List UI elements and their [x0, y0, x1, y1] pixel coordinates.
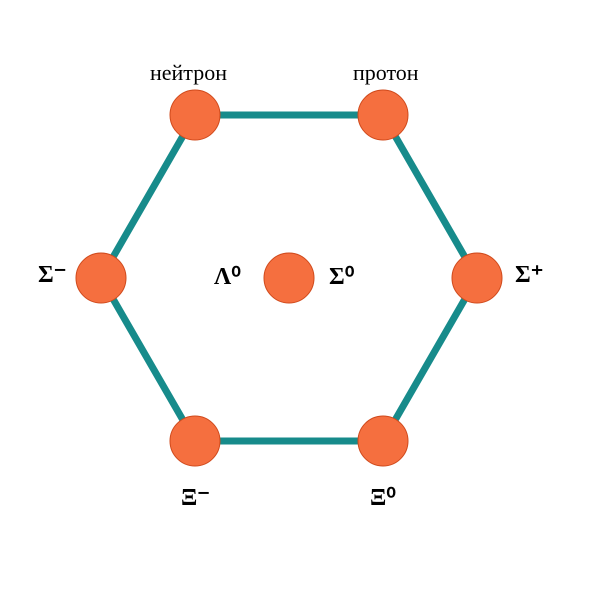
node-neutron: [170, 90, 220, 140]
label-xi_zero: Ξ⁰: [370, 483, 396, 512]
label-center-left: Λ⁰: [214, 262, 241, 291]
node-center: [264, 253, 314, 303]
node-xi_minus: [170, 416, 220, 466]
baryon-octet-diagram: нейтрон протон Σ⁻ Σ⁺ Ξ⁻ Ξ⁰ Λ⁰ Σ⁰: [0, 0, 591, 589]
label-neutron: нейтрон: [150, 60, 227, 86]
edge-xi_minus-sigma_minus: [101, 278, 195, 441]
edge-sigma_plus-xi_zero: [383, 278, 477, 441]
diagram-canvas: [0, 0, 591, 589]
label-sigma_minus: Σ⁻: [38, 260, 66, 289]
edge-proton-sigma_plus: [383, 115, 477, 278]
label-sigma_plus: Σ⁺: [515, 260, 543, 289]
label-proton: протон: [353, 60, 419, 86]
label-center-right: Σ⁰: [329, 262, 354, 291]
label-xi_minus: Ξ⁻: [181, 483, 210, 512]
node-proton: [358, 90, 408, 140]
node-sigma_minus: [76, 253, 126, 303]
edge-sigma_minus-neutron: [101, 115, 195, 278]
node-xi_zero: [358, 416, 408, 466]
node-sigma_plus: [452, 253, 502, 303]
